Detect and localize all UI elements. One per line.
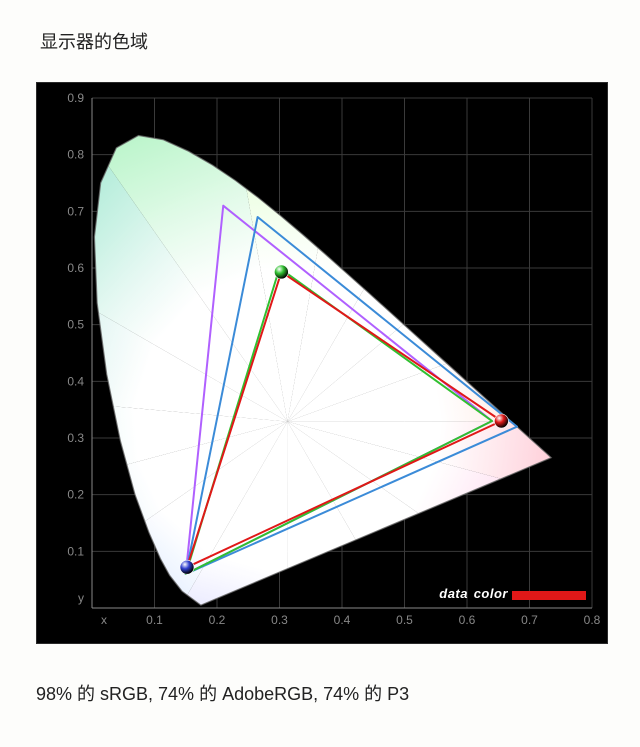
chart-svg: 0.1 0.2 0.3 0.4 0.5 0.6 0.7 0.8 0.1 0.2 0.3 0.4 0.5 0… (37, 83, 607, 643)
svg-text:0.6: 0.6 (67, 261, 84, 275)
svg-text:0.7: 0.7 (521, 613, 538, 627)
svg-text:0.8: 0.8 (67, 148, 84, 162)
datacolor-logo: color data (439, 586, 586, 601)
svg-text:0.2: 0.2 (67, 488, 84, 502)
svg-text:0.3: 0.3 (271, 613, 288, 627)
svg-text:0.6: 0.6 (459, 613, 476, 627)
svg-text:0.1: 0.1 (67, 544, 84, 558)
svg-text:0.9: 0.9 (67, 91, 84, 105)
svg-text:0.5: 0.5 (396, 613, 413, 627)
svg-text:0.5: 0.5 (67, 318, 84, 332)
svg-text:data: data (439, 586, 468, 601)
caption-text: 98% 的 sRGB, 74% 的 AdobeRGB, 74% 的 P3 (36, 680, 409, 706)
svg-text:0.8: 0.8 (584, 613, 601, 627)
svg-text:x: x (101, 613, 107, 627)
chromaticity-chart: 0.1 0.2 0.3 0.4 0.5 0.6 0.7 0.8 0.1 0.2 0.3 0.4 0.5 0… (36, 82, 608, 644)
svg-text:0.4: 0.4 (334, 613, 351, 627)
svg-text:0.1: 0.1 (146, 613, 163, 627)
svg-text:0.7: 0.7 (67, 204, 84, 218)
svg-text:0.3: 0.3 (67, 431, 84, 445)
svg-text:y: y (78, 591, 84, 605)
svg-text:0.4: 0.4 (67, 374, 84, 388)
svg-text:0.2: 0.2 (209, 613, 226, 627)
svg-text:color: color (474, 586, 509, 601)
page-title: 显示器的色域 (40, 28, 148, 54)
